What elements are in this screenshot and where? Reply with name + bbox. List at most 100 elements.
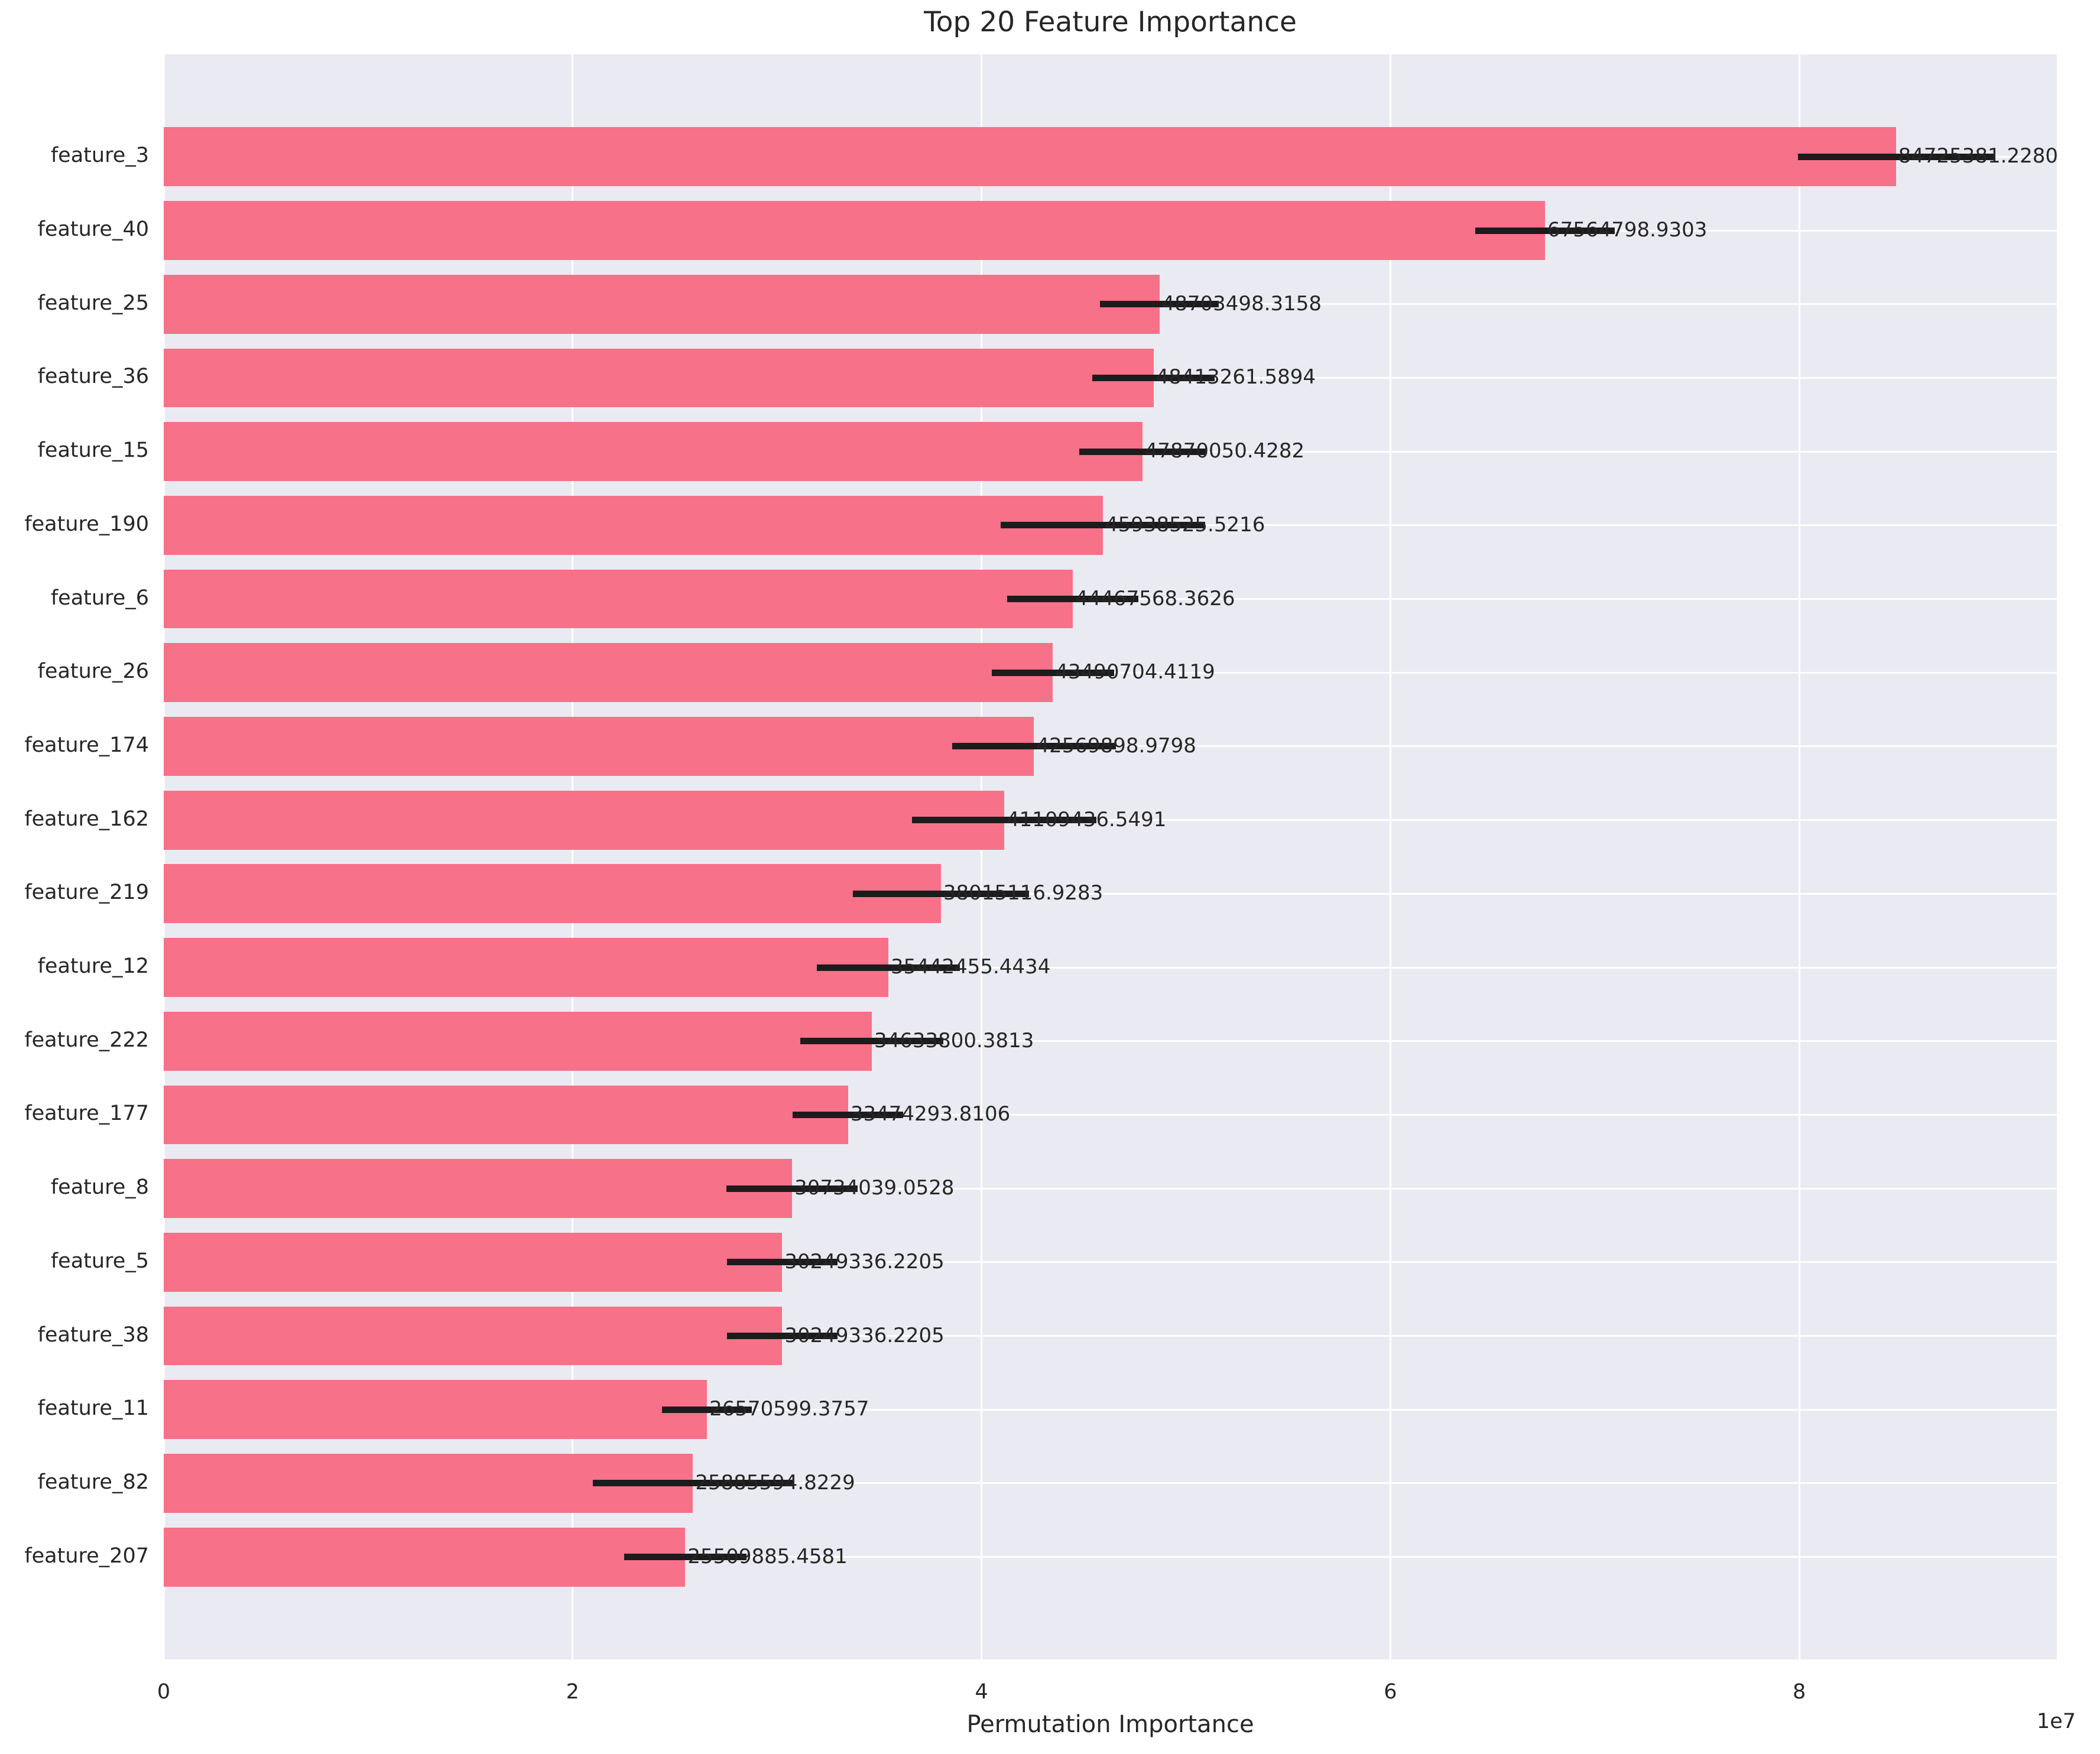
- value-label: 84725381.2280: [1898, 144, 2058, 168]
- value-label: 41109436.5491: [1006, 807, 1167, 831]
- error-bar: [726, 1185, 858, 1192]
- v-gridline: [1798, 54, 1800, 1659]
- y-tick-label: feature_5: [50, 1249, 149, 1273]
- error-bar: [726, 1259, 838, 1266]
- h-gridline: [164, 1335, 2057, 1337]
- value-label: 26570599.3757: [709, 1397, 869, 1421]
- value-label: 34633800.3813: [874, 1028, 1034, 1053]
- v-gridline: [1389, 54, 1391, 1659]
- bar-feature_25: [164, 274, 1160, 334]
- value-label: 42569898.9798: [1036, 733, 1196, 758]
- value-label: 25509885.4581: [687, 1544, 848, 1568]
- bar-feature_190: [164, 495, 1103, 555]
- error-bar: [661, 1406, 752, 1413]
- value-label: 48703498.3158: [1161, 291, 1322, 316]
- bar-feature_12: [164, 938, 888, 997]
- v-gridline: [163, 54, 165, 1659]
- y-tick-label: feature_82: [37, 1470, 149, 1494]
- x-tick-label: 6: [1384, 1680, 1397, 1704]
- value-label: 30249336.2205: [784, 1323, 944, 1347]
- y-tick-label: feature_26: [37, 660, 149, 684]
- bar-feature_5: [164, 1232, 783, 1292]
- error-bar: [1092, 374, 1215, 381]
- value-label: 38015116.9283: [943, 881, 1103, 905]
- bar-feature_207: [164, 1527, 686, 1587]
- h-gridline: [164, 1040, 2057, 1042]
- value-label: 44467568.3626: [1075, 586, 1235, 610]
- error-bar: [793, 1111, 904, 1118]
- v-gridline: [572, 54, 574, 1659]
- h-gridline: [164, 966, 2057, 969]
- y-tick-label: feature_36: [37, 365, 149, 389]
- y-tick-label: feature_162: [24, 807, 149, 831]
- error-bar: [1100, 301, 1219, 308]
- error-bar: [592, 1480, 793, 1487]
- y-tick-label: feature_12: [37, 954, 149, 979]
- bar-feature_174: [164, 717, 1034, 776]
- value-label: 30734039.0528: [794, 1176, 955, 1200]
- x-tick-label: 8: [1793, 1680, 1806, 1704]
- value-label: 33474293.8106: [850, 1102, 1011, 1126]
- bar-feature_38: [164, 1306, 783, 1366]
- value-label: 43490704.4119: [1055, 660, 1215, 684]
- y-tick-label: feature_25: [37, 291, 149, 315]
- y-tick-label: feature_222: [24, 1028, 149, 1052]
- value-label: 45938525.5216: [1105, 512, 1265, 537]
- error-bar: [816, 964, 960, 971]
- y-tick-label: feature_40: [37, 217, 149, 242]
- axis-offset-text: 1e7: [2036, 1710, 2076, 1733]
- h-gridline: [164, 1187, 2057, 1190]
- value-label: 67564798.9303: [1547, 218, 1708, 242]
- h-gridline: [164, 1556, 2057, 1558]
- y-tick-label: feature_38: [37, 1323, 149, 1347]
- value-label: 47870050.4282: [1144, 439, 1305, 463]
- x-axis-label: Permutation Importance: [966, 1711, 1254, 1738]
- h-gridline: [164, 1482, 2057, 1485]
- y-tick-label: feature_207: [24, 1544, 149, 1568]
- error-bar: [1797, 153, 1994, 160]
- h-gridline: [164, 1261, 2057, 1263]
- y-tick-label: feature_11: [37, 1396, 149, 1421]
- error-bar: [991, 669, 1115, 676]
- y-tick-label: feature_177: [24, 1102, 149, 1126]
- chart-title: Top 20 Feature Importance: [924, 6, 1297, 38]
- y-tick-label: feature_190: [24, 512, 149, 536]
- bar-feature_6: [164, 569, 1073, 629]
- y-tick-label: feature_15: [37, 438, 149, 463]
- bar-feature_36: [164, 348, 1154, 408]
- error-bar: [853, 890, 1029, 897]
- error-bar: [1079, 448, 1206, 455]
- y-tick-label: feature_3: [50, 144, 149, 168]
- value-label: 35442455.4434: [890, 955, 1051, 979]
- error-bar: [1475, 227, 1615, 234]
- error-bar: [1001, 522, 1205, 529]
- error-bar: [726, 1333, 838, 1340]
- h-gridline: [164, 892, 2057, 895]
- bar-feature_177: [164, 1085, 848, 1145]
- bar-feature_162: [164, 790, 1004, 850]
- value-label: 30249336.2205: [784, 1249, 944, 1274]
- value-label: 25885594.8229: [695, 1470, 855, 1495]
- error-bar: [912, 817, 1096, 824]
- bar-feature_11: [164, 1380, 707, 1440]
- bar-feature_40: [164, 201, 1546, 260]
- y-tick-label: feature_219: [24, 881, 149, 905]
- x-tick-label: 0: [157, 1680, 171, 1704]
- h-gridline: [164, 1113, 2057, 1116]
- bar-feature_8: [164, 1159, 793, 1219]
- y-tick-label: feature_8: [50, 1175, 149, 1200]
- bar-feature_26: [164, 643, 1053, 703]
- h-gridline: [164, 1408, 2057, 1411]
- bar-feature_222: [164, 1011, 872, 1071]
- error-bar: [624, 1554, 747, 1561]
- x-tick-label: 4: [975, 1680, 988, 1704]
- error-bar: [952, 743, 1116, 750]
- x-tick-label: 2: [566, 1680, 579, 1704]
- v-gridline: [981, 54, 983, 1659]
- h-gridline: [164, 819, 2057, 821]
- y-tick-label: feature_174: [24, 733, 149, 757]
- value-label: 48413261.5894: [1156, 365, 1316, 389]
- bar-feature_3: [164, 127, 1896, 187]
- error-bar: [800, 1038, 944, 1045]
